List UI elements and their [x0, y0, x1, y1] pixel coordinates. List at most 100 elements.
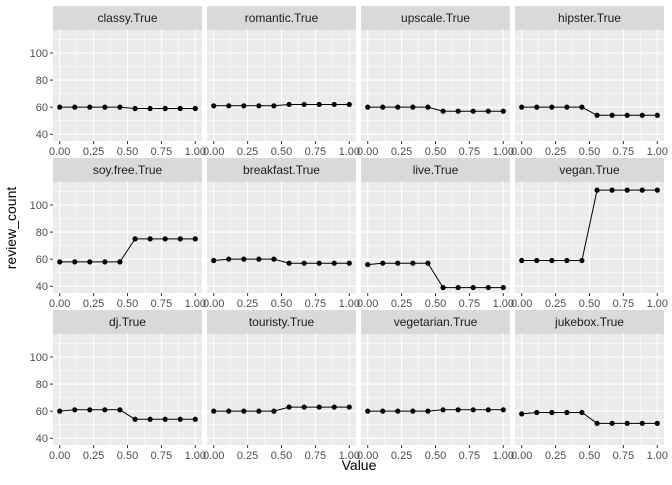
data-point [455, 407, 461, 413]
data-point [425, 260, 431, 266]
data-point [440, 284, 446, 291]
data-point [470, 284, 476, 291]
x-tick-label: 0.75 [305, 298, 326, 310]
x-tick-label: 0.25 [83, 450, 104, 462]
data-point [241, 103, 247, 109]
data-point [162, 105, 168, 112]
data-point [271, 103, 277, 109]
series-line [213, 258, 350, 264]
data-point [500, 108, 506, 114]
data-point [211, 408, 217, 414]
data-point [579, 409, 585, 416]
x-tick-label: 0.00 [49, 146, 70, 158]
x-tick-label: 0.00 [511, 298, 532, 310]
x-tick-label: 1.00 [185, 146, 206, 158]
data-point [519, 104, 525, 110]
facet-strip [53, 158, 202, 182]
x-tick-label: 0.50 [117, 450, 138, 462]
data-point [346, 260, 352, 266]
x-tick-label: 0.75 [613, 146, 634, 158]
data-point [192, 105, 198, 112]
data-point [346, 101, 352, 108]
data-point [639, 420, 645, 426]
facet-strip [53, 6, 202, 30]
x-tick-label: 0.25 [237, 298, 258, 310]
data-point [331, 404, 337, 410]
data-point [286, 101, 292, 108]
facet-strip [515, 158, 664, 182]
facet-panel: vegetarian.True 0.00 0.25 0.50 0.75 1.00 [357, 310, 514, 462]
x-axis-title: Value [342, 457, 377, 473]
data-point [211, 257, 217, 264]
y-tick-label: 40 [36, 281, 48, 293]
data-point [316, 404, 322, 410]
data-point [380, 408, 386, 414]
data-point [72, 259, 78, 265]
facet-panel: jukebox.True 0.00 0.25 0.50 0.75 1.00 [511, 310, 668, 462]
facet-strip [515, 310, 664, 334]
data-point [132, 105, 138, 112]
data-point [455, 108, 461, 114]
data-point [609, 112, 615, 118]
data-point [380, 260, 386, 266]
y-tick-label: 100 [30, 200, 48, 212]
data-point [594, 420, 600, 426]
x-tick-label: 0.75 [151, 298, 172, 310]
x-tick-label: 0.25 [83, 146, 104, 158]
series-line [213, 103, 350, 107]
data-point [395, 260, 401, 266]
x-tick-label: 1.00 [647, 450, 668, 462]
x-tick-label: 1.00 [647, 146, 668, 158]
data-point [425, 408, 431, 414]
data-point [132, 416, 138, 422]
data-point [549, 257, 555, 264]
x-tick-label: 0.50 [579, 450, 600, 462]
data-point [102, 407, 108, 413]
x-tick-label: 0.25 [545, 298, 566, 310]
x-tick-label: 0.00 [49, 298, 70, 310]
series-line [59, 409, 196, 420]
data-point [117, 259, 123, 265]
x-tick-label: 0.50 [425, 298, 446, 310]
data-point [564, 257, 570, 264]
facet-strip-label: breakfast.True [243, 163, 320, 177]
data-point [440, 407, 446, 413]
data-point [102, 259, 108, 265]
x-tick-label: 0.50 [271, 146, 292, 158]
data-point [609, 420, 615, 426]
data-point [147, 416, 153, 422]
y-tick-label: 100 [30, 48, 48, 60]
data-point [564, 409, 570, 416]
x-tick-label: 1.00 [185, 298, 206, 310]
y-tick-label: 60 [36, 406, 48, 418]
data-point [395, 104, 401, 110]
y-tick-label: 80 [36, 379, 48, 391]
facet-panel: vegan.True 0.00 0.25 0.50 0.75 1.00 [511, 158, 668, 310]
x-tick-label: 0.25 [391, 298, 412, 310]
facet-strip [207, 158, 356, 182]
x-tick-label: 0.50 [117, 298, 138, 310]
x-tick-label: 0.25 [237, 450, 258, 462]
data-point [226, 408, 232, 414]
facet-strip-label: hipster.True [558, 11, 621, 25]
data-point [564, 104, 570, 110]
x-tick-label: 1.00 [647, 298, 668, 310]
data-point [549, 104, 555, 110]
y-tick-label: 80 [36, 75, 48, 87]
data-point [192, 416, 198, 422]
data-point [177, 416, 183, 422]
x-tick-label: 0.75 [613, 298, 634, 310]
data-point [286, 404, 292, 410]
series-line [367, 409, 504, 412]
data-point [624, 420, 630, 426]
data-point [241, 408, 247, 414]
x-tick-label: 0.75 [459, 146, 480, 158]
facet-panel: upscale.True 0.00 0.25 0.50 0.75 1.00 [357, 6, 514, 158]
series-line [367, 106, 504, 112]
data-point [271, 256, 277, 262]
data-point [162, 416, 168, 422]
x-tick-label: 1.00 [493, 146, 514, 158]
data-point [365, 261, 371, 268]
